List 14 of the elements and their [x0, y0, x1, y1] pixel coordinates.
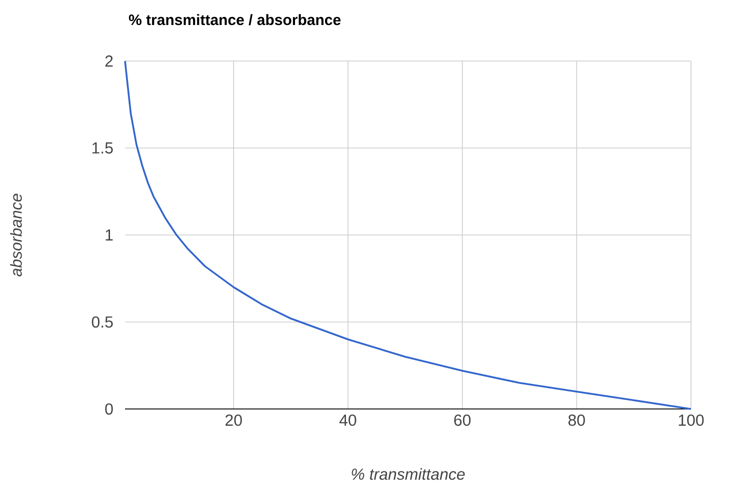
y-tick-label: 1	[106, 229, 113, 240]
x-tick-label: 80	[568, 414, 585, 426]
x-tick-label: 60	[454, 414, 471, 426]
x-axis-title: % transmittance	[352, 468, 465, 480]
chart-title: % transmittance / absorbance	[128, 14, 341, 26]
x-tick-label: 100	[678, 414, 704, 426]
y-tick-label: 0.5	[92, 316, 113, 328]
y-tick-label: 2	[105, 55, 113, 67]
y-tick-label: 0	[105, 403, 113, 415]
x-tick-label: 40	[339, 414, 356, 426]
y-tick-label: 1.5	[92, 142, 113, 154]
y-axis-title: absorbance	[10, 194, 22, 276]
x-tick-label: 20	[226, 414, 242, 426]
line-series	[124, 60, 692, 410]
